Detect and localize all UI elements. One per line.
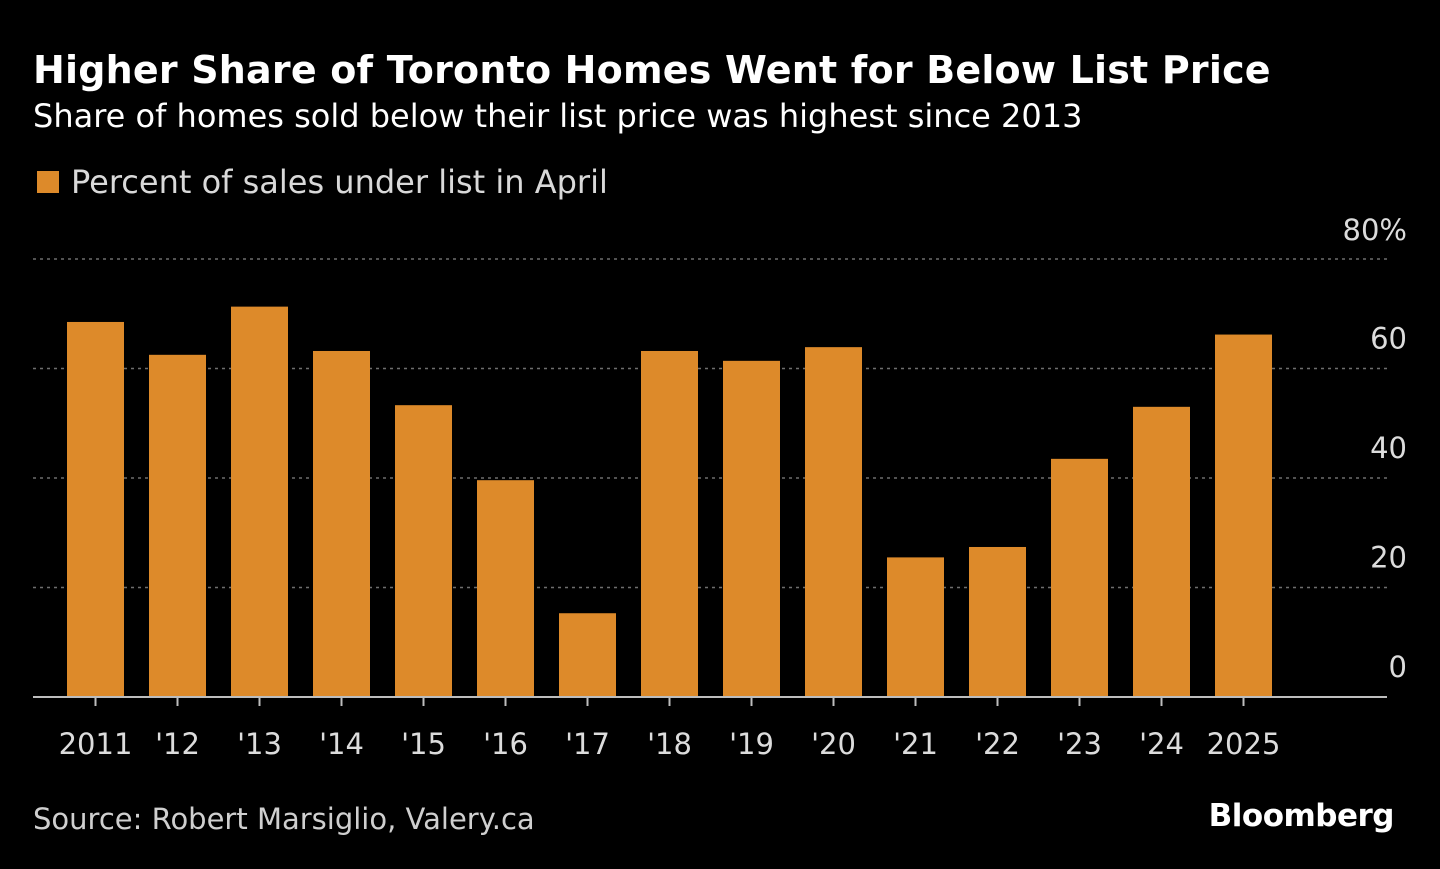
x-tick-label: '14 xyxy=(319,727,364,761)
x-tick-label: '15 xyxy=(401,727,446,761)
bar xyxy=(313,350,370,697)
x-tick-label: '16 xyxy=(483,727,528,761)
bar xyxy=(723,360,780,697)
legend: Percent of sales under list in April xyxy=(37,163,608,201)
legend-swatch xyxy=(37,171,59,193)
y-tick-label: 0 xyxy=(1389,650,1407,684)
bloomberg-logo: Bloomberg xyxy=(1208,798,1395,834)
bar xyxy=(67,321,124,697)
y-tick-label: 60 xyxy=(1370,322,1407,356)
x-tick-label: '19 xyxy=(729,727,774,761)
x-tick-label: '18 xyxy=(647,727,692,761)
x-tick-label: '13 xyxy=(237,727,282,761)
bar xyxy=(1133,406,1190,697)
legend-label: Percent of sales under list in April xyxy=(71,163,608,201)
source-note: Source: Robert Marsiglio, Valery.ca xyxy=(33,802,535,836)
bar xyxy=(887,557,944,697)
chart-subtitle: Share of homes sold below their list pri… xyxy=(33,97,1083,135)
bar xyxy=(477,480,534,697)
bar xyxy=(969,546,1026,697)
bar xyxy=(395,405,452,697)
bar xyxy=(1051,458,1108,697)
x-tick-label: 2011 xyxy=(59,727,133,761)
x-tick-label: '22 xyxy=(975,727,1020,761)
y-tick-label: 80% xyxy=(1343,213,1407,247)
x-tick-label: '21 xyxy=(893,727,938,761)
x-tick-label: '20 xyxy=(811,727,856,761)
chart-title: Higher Share of Toronto Homes Went for B… xyxy=(33,48,1271,92)
x-tick-label: '24 xyxy=(1139,727,1184,761)
x-tick-label: '23 xyxy=(1057,727,1102,761)
y-tick-label: 40 xyxy=(1370,431,1407,465)
bar xyxy=(559,613,616,697)
bar xyxy=(641,350,698,697)
x-tick-label: 2025 xyxy=(1207,727,1281,761)
x-tick-label: '12 xyxy=(155,727,200,761)
x-tick-label: '17 xyxy=(565,727,610,761)
bar xyxy=(805,347,862,697)
y-tick-label: 20 xyxy=(1370,541,1407,575)
bar xyxy=(149,354,206,697)
bar xyxy=(1215,334,1272,697)
bar xyxy=(231,306,288,697)
